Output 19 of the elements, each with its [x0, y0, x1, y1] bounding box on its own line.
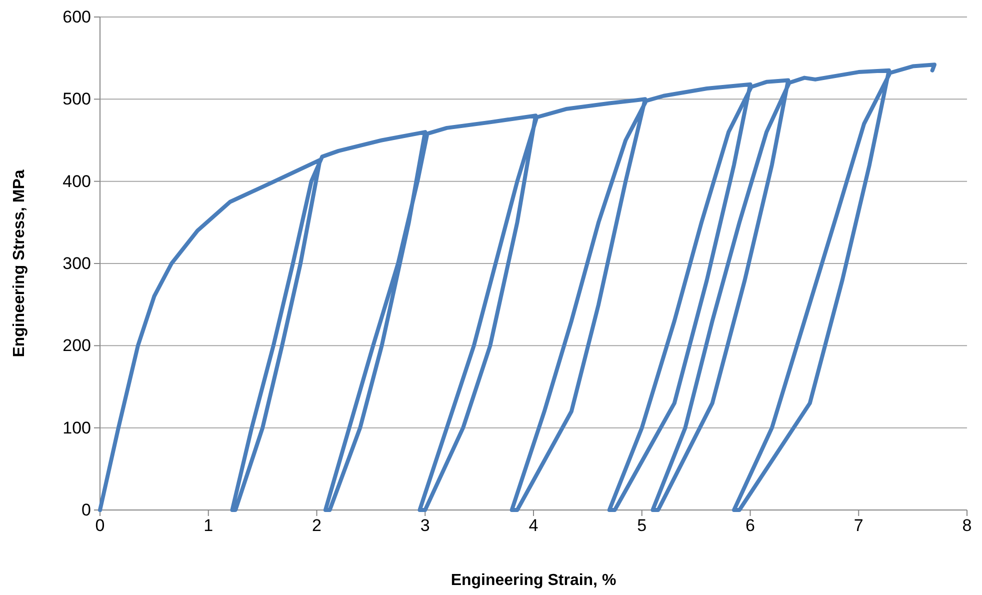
y-tick-label: 0 [82, 500, 91, 520]
x-tick-label: 1 [204, 516, 214, 536]
line-series [98, 62, 936, 512]
y-tick-label: 200 [62, 336, 91, 356]
x-tick-label: 8 [962, 516, 972, 536]
x-tick-label: 5 [637, 516, 647, 536]
x-tick-label: 2 [312, 516, 322, 536]
x-tick-label: 3 [420, 516, 430, 536]
y-axis-title: Engineering Stress, MPa [11, 170, 28, 358]
x-axis-title: Engineering Strain, % [450, 572, 616, 589]
x-tick-label: 7 [854, 516, 864, 536]
x-tick-label: 4 [528, 516, 538, 536]
y-tick-label: 300 [62, 254, 91, 273]
y-tick-label: 400 [62, 172, 91, 191]
y-tick-label: 600 [62, 7, 91, 26]
y-tick-label: 500 [62, 90, 91, 109]
x-tick-label: 6 [746, 516, 755, 536]
x-tick-label: 0 [95, 516, 105, 536]
y-tick-label: 100 [62, 418, 91, 438]
